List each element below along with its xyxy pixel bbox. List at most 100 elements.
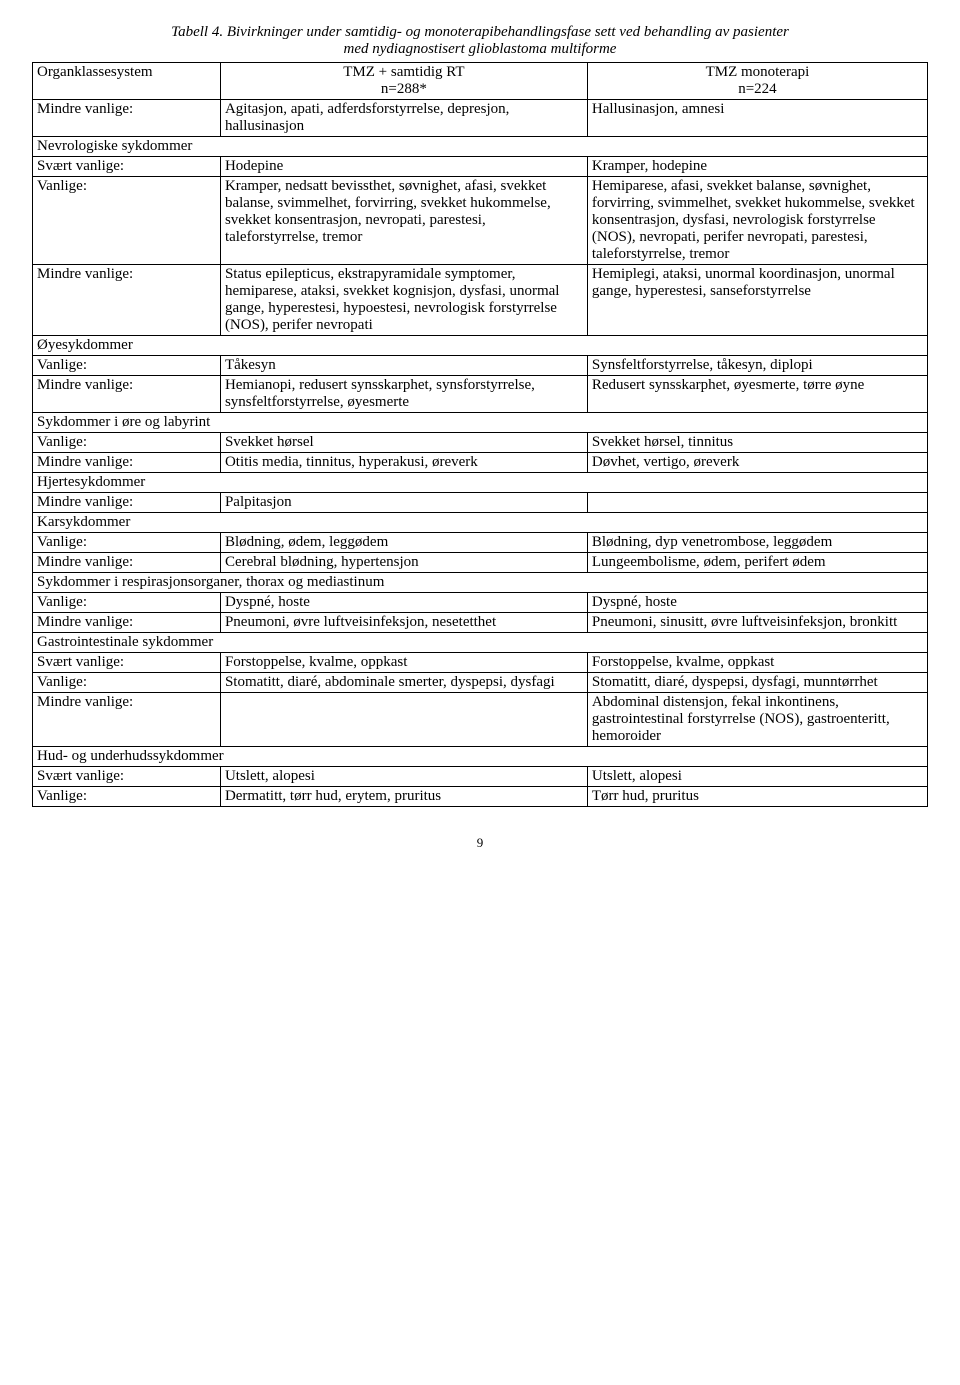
table-cell: Tåkesyn (220, 356, 587, 376)
table-cell: Hemiplegi, ataksi, unormal koordinasjon,… (587, 265, 927, 336)
table-cell: Dyspné, hoste (587, 593, 927, 613)
table-cell: Mindre vanlige: (33, 453, 221, 473)
table-row: Vanlige:Blødning, ødem, leggødemBlødning… (33, 533, 928, 553)
table-cell: Kramper, hodepine (587, 157, 927, 177)
table-cell: Status epilepticus, ekstrapyramidale sym… (220, 265, 587, 336)
header-organ-system: Organklassesystem (33, 63, 221, 100)
table-cell: Otitis media, tinnitus, hyperakusi, ørev… (220, 453, 587, 473)
table-cell: Vanlige: (33, 356, 221, 376)
table-cell: Vanlige: (33, 593, 221, 613)
table-cell: Palpitasjon (220, 493, 587, 513)
table-row: Mindre vanlige:Palpitasjon (33, 493, 928, 513)
table-cell: Vanlige: (33, 533, 221, 553)
table-cell: Mindre vanlige: (33, 265, 221, 336)
table-row: Svært vanlige:Forstoppelse, kvalme, oppk… (33, 653, 928, 673)
table-row: Mindre vanlige:Cerebral blødning, hypert… (33, 553, 928, 573)
table-row: Vanlige:TåkesynSynsfeltforstyrrelse, tåk… (33, 356, 928, 376)
table-row: Mindre vanlige:Otitis media, tinnitus, h… (33, 453, 928, 473)
title-line-2: med nydiagnostisert glioblastoma multifo… (344, 41, 617, 57)
table-cell: Forstoppelse, kvalme, oppkast (220, 653, 587, 673)
table-cell: Hemianopi, redusert synsskarphet, synsfo… (220, 376, 587, 413)
table-row: Sykdommer i øre og labyrint (33, 413, 928, 433)
table-cell: Lungeembolisme, ødem, perifert ødem (587, 553, 927, 573)
table-cell: Vanlige: (33, 433, 221, 453)
table-row: Mindre vanlige:Agitasjon, apati, adferds… (33, 100, 928, 137)
section-heading-cell: Sykdommer i øre og labyrint (33, 413, 928, 433)
table-row: Hjertesykdommer (33, 473, 928, 493)
table-row: Sykdommer i respirasjonsorganer, thorax … (33, 573, 928, 593)
table-row: Mindre vanlige:Hemianopi, redusert synss… (33, 376, 928, 413)
table-cell: Pneumoni, sinusitt, øvre luftveisinfeksj… (587, 613, 927, 633)
header-tmz-mono-n: n=224 (738, 81, 776, 97)
section-heading-cell: Hjertesykdommer (33, 473, 928, 493)
header-tmz-rt-n: n=288* (381, 81, 427, 97)
table-cell: Dyspné, hoste (220, 593, 587, 613)
table-cell: Agitasjon, apati, adferdsforstyrrelse, d… (220, 100, 587, 137)
section-heading-cell: Hud- og underhudssykdommer (33, 747, 928, 767)
table-cell: Svært vanlige: (33, 653, 221, 673)
table-cell: Mindre vanlige: (33, 493, 221, 513)
table-cell: Kramper, nedsatt bevissthet, søvnighet, … (220, 177, 587, 265)
table-cell: Vanlige: (33, 177, 221, 265)
table-cell: Svekket hørsel (220, 433, 587, 453)
table-cell: Mindre vanlige: (33, 613, 221, 633)
table-cell: Tørr hud, pruritus (587, 787, 927, 807)
section-heading-cell: Karsykdommer (33, 513, 928, 533)
table-cell: Svært vanlige: (33, 767, 221, 787)
table-row: Karsykdommer (33, 513, 928, 533)
table-cell: Utslett, alopesi (220, 767, 587, 787)
table-row: Vanlige:Dermatitt, tørr hud, erytem, pru… (33, 787, 928, 807)
table-cell: Utslett, alopesi (587, 767, 927, 787)
table-row: Svært vanlige:Utslett, alopesiUtslett, a… (33, 767, 928, 787)
section-heading-cell: Gastrointestinale sykdommer (33, 633, 928, 653)
table-cell: Cerebral blødning, hypertensjon (220, 553, 587, 573)
table-row: Øyesykdommer (33, 336, 928, 356)
table-cell: Hemiparese, afasi, svekket balanse, søvn… (587, 177, 927, 265)
table-row: Vanlige:Svekket hørselSvekket hørsel, ti… (33, 433, 928, 453)
table-cell: Stomatitt, diaré, dyspepsi, dysfagi, mun… (587, 673, 927, 693)
header-tmz-rt-label: TMZ + samtidig RT (343, 64, 464, 80)
table-row: Vanlige:Stomatitt, diaré, abdominale sme… (33, 673, 928, 693)
table-cell: Vanlige: (33, 673, 221, 693)
table-row: Hud- og underhudssykdommer (33, 747, 928, 767)
table-row: Svært vanlige:HodepineKramper, hodepine (33, 157, 928, 177)
table-cell: Blødning, dyp venetrombose, leggødem (587, 533, 927, 553)
table-cell: Forstoppelse, kvalme, oppkast (587, 653, 927, 673)
section-heading-cell: Sykdommer i respirasjonsorganer, thorax … (33, 573, 928, 593)
table-row: Vanlige:Dyspné, hosteDyspné, hoste (33, 593, 928, 613)
table-cell: Pneumoni, øvre luftveisinfeksjon, nesete… (220, 613, 587, 633)
table-cell: Stomatitt, diaré, abdominale smerter, dy… (220, 673, 587, 693)
table-cell: Redusert synsskarphet, øyesmerte, tørre … (587, 376, 927, 413)
adverse-events-table: Organklassesystem TMZ + samtidig RT n=28… (32, 62, 928, 807)
header-tmz-rt: TMZ + samtidig RT n=288* (220, 63, 587, 100)
header-tmz-mono-label: TMZ monoterapi (706, 64, 810, 80)
section-heading-cell: Øyesykdommer (33, 336, 928, 356)
table-row: Mindre vanlige: Abdominal distensjon, fek… (33, 693, 928, 747)
table-cell: Svekket hørsel, tinnitus (587, 433, 927, 453)
table-row: Mindre vanlige:Pneumoni, øvre luftveisin… (33, 613, 928, 633)
page-number: 9 (32, 835, 928, 851)
table-cell (220, 693, 587, 747)
table-cell: Synsfeltforstyrrelse, tåkesyn, diplopi (587, 356, 927, 376)
table-cell (587, 493, 927, 513)
table-cell: Mindre vanlige: (33, 376, 221, 413)
table-row: Gastrointestinale sykdommer (33, 633, 928, 653)
table-cell: Blødning, ødem, leggødem (220, 533, 587, 553)
table-cell: Mindre vanlige: (33, 693, 221, 747)
table-title: Tabell 4. Bivirkninger under samtidig- o… (32, 24, 928, 58)
table-row: Nevrologiske sykdommer (33, 137, 928, 157)
table-cell: Dermatitt, tørr hud, erytem, pruritus (220, 787, 587, 807)
table-cell: Døvhet, vertigo, øreverk (587, 453, 927, 473)
title-line-1: Tabell 4. Bivirkninger under samtidig- o… (171, 24, 789, 40)
header-tmz-mono: TMZ monoterapi n=224 (587, 63, 927, 100)
table-cell: Mindre vanlige: (33, 553, 221, 573)
table-cell: Mindre vanlige: (33, 100, 221, 137)
table-header-row: Organklassesystem TMZ + samtidig RT n=28… (33, 63, 928, 100)
table-cell: Svært vanlige: (33, 157, 221, 177)
table-cell: Abdominal distensjon, fekal inkontinens,… (587, 693, 927, 747)
table-cell: Vanlige: (33, 787, 221, 807)
section-heading-cell: Nevrologiske sykdommer (33, 137, 928, 157)
table-row: Vanlige:Kramper, nedsatt bevissthet, søv… (33, 177, 928, 265)
table-row: Mindre vanlige:Status epilepticus, ekstr… (33, 265, 928, 336)
table-cell: Hallusinasjon, amnesi (587, 100, 927, 137)
